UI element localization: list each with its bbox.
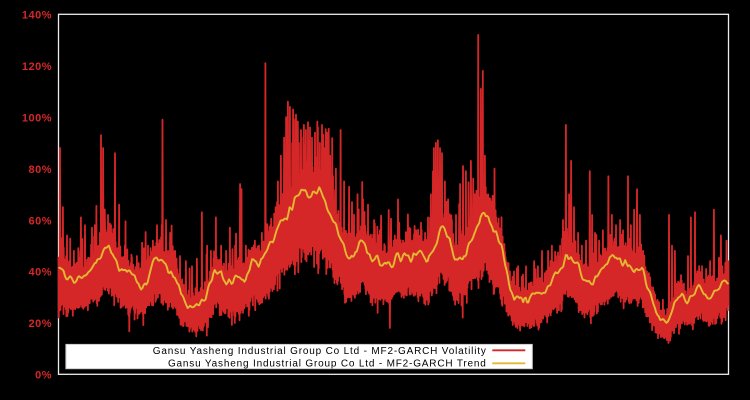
svg-text:120%: 120% bbox=[22, 61, 52, 73]
svg-text:Gansu Yasheng Industrial Group: Gansu Yasheng Industrial Group Co Ltd - … bbox=[168, 358, 487, 369]
svg-text:100%: 100% bbox=[22, 113, 52, 125]
svg-text:Gansu Yasheng Industrial Group: Gansu Yasheng Industrial Group Co Ltd - … bbox=[153, 346, 487, 357]
svg-text:80%: 80% bbox=[28, 164, 52, 176]
svg-text:20%: 20% bbox=[28, 318, 52, 330]
svg-text:40%: 40% bbox=[28, 267, 52, 279]
svg-text:60%: 60% bbox=[28, 215, 52, 227]
svg-text:140%: 140% bbox=[22, 10, 52, 22]
svg-text:0%: 0% bbox=[35, 370, 52, 382]
